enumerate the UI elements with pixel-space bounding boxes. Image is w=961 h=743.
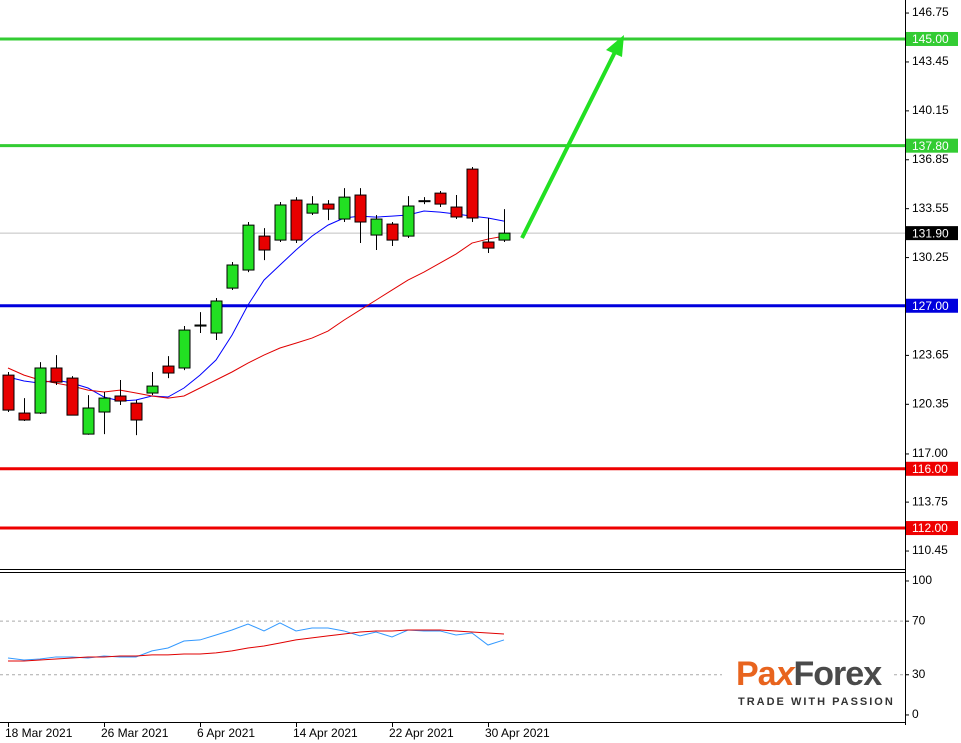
logo-part: Forex bbox=[794, 655, 883, 693]
candle-body bbox=[50, 367, 63, 383]
candle-body bbox=[482, 241, 495, 249]
y-tick-label: 117.00 bbox=[912, 446, 948, 460]
y-tick-label: 123.65 bbox=[912, 348, 949, 362]
level-label-box bbox=[906, 521, 958, 536]
x-tick-label: 26 Mar 2021 bbox=[101, 726, 169, 740]
candle-body bbox=[434, 192, 447, 205]
logo-brand: PaxForex bbox=[736, 655, 882, 693]
candle-body bbox=[162, 365, 175, 374]
candle-body bbox=[370, 218, 383, 236]
levels bbox=[0, 37, 905, 530]
x-tick-label: 30 Apr 2021 bbox=[485, 726, 550, 740]
y-tick-label: 143.45 bbox=[912, 54, 949, 68]
x-tick-label: 18 Mar 2021 bbox=[5, 726, 73, 740]
logo-tagline: TRADE WITH PASSION bbox=[738, 696, 895, 708]
level-label-box bbox=[906, 298, 958, 313]
logo: PaxForex TRADE WITH PASSION bbox=[722, 648, 895, 714]
y-tick-label: 100 bbox=[912, 573, 932, 587]
indicator-line bbox=[7, 235, 505, 399]
y-tick-label: 120.35 bbox=[912, 396, 949, 410]
plot bbox=[2, 167, 511, 662]
x-tick-label: 22 Apr 2021 bbox=[389, 726, 454, 740]
last-price-box bbox=[906, 226, 958, 241]
logo-background bbox=[722, 648, 894, 714]
y-tick-label: 110.45 bbox=[912, 543, 948, 557]
candle-body bbox=[274, 204, 287, 241]
axes: 110.45 113.75 117.00 120.35 123.65 130.25 133.… bbox=[5, 5, 958, 740]
candle-body bbox=[258, 235, 271, 251]
candle-body bbox=[338, 196, 351, 220]
candle-body bbox=[322, 203, 335, 210]
grid bbox=[0, 620, 905, 676]
x-tick-label: 6 Apr 2021 bbox=[197, 726, 255, 740]
forecast-arrow bbox=[520, 47, 619, 239]
candle-body bbox=[290, 199, 303, 241]
candle-body bbox=[354, 194, 367, 223]
candle-body bbox=[242, 224, 255, 271]
candle-body bbox=[66, 377, 79, 416]
candle-body bbox=[2, 374, 15, 411]
y-tick-label: 30 bbox=[912, 667, 926, 681]
candle-body bbox=[386, 223, 399, 241]
candle-body bbox=[98, 397, 111, 413]
y-tick-label: 130.25 bbox=[912, 250, 949, 264]
candle-body bbox=[450, 206, 463, 218]
indicator-line bbox=[8, 629, 505, 662]
level-label-box bbox=[906, 138, 958, 153]
y-tick-label: 140.15 bbox=[912, 103, 949, 117]
level-label: 112.00 bbox=[912, 521, 948, 535]
y-tick-label: 70 bbox=[912, 613, 926, 627]
logo-part: Pa bbox=[736, 655, 778, 693]
candle-body bbox=[130, 402, 143, 421]
candle-body bbox=[498, 232, 511, 241]
y-tick-label: 113.75 bbox=[912, 494, 948, 508]
candle-body bbox=[34, 367, 47, 414]
candle-body bbox=[194, 324, 207, 327]
candle-body bbox=[418, 200, 431, 203]
x-tick-label: 14 Apr 2021 bbox=[293, 726, 358, 740]
y-tick-label: 0 bbox=[912, 707, 919, 721]
candle-body bbox=[226, 264, 239, 289]
candle-body bbox=[146, 385, 159, 394]
candle-body bbox=[18, 412, 31, 421]
level-label: 145.00 bbox=[912, 32, 949, 46]
candle-body bbox=[306, 203, 319, 214]
level-label-box bbox=[906, 461, 958, 476]
candle-body bbox=[178, 329, 191, 369]
indicator-line bbox=[7, 622, 505, 661]
indicator-line bbox=[7, 210, 505, 402]
y-tick-label: 146.75 bbox=[912, 5, 949, 19]
level-label-box bbox=[906, 31, 958, 46]
candle-body bbox=[466, 168, 479, 219]
candle-body bbox=[114, 395, 127, 402]
level-label: 116.00 bbox=[912, 462, 948, 476]
candle-body bbox=[402, 205, 415, 237]
y-tick-label: 136.85 bbox=[912, 152, 949, 166]
forecast-arrowhead bbox=[606, 35, 624, 57]
candle-body bbox=[210, 300, 223, 334]
last-price-label: 131.90 bbox=[912, 226, 949, 240]
candle-body bbox=[82, 407, 95, 435]
level-label: 137.80 bbox=[912, 139, 949, 153]
y-tick-label: 133.55 bbox=[912, 201, 949, 215]
level-label: 127.00 bbox=[912, 299, 949, 313]
